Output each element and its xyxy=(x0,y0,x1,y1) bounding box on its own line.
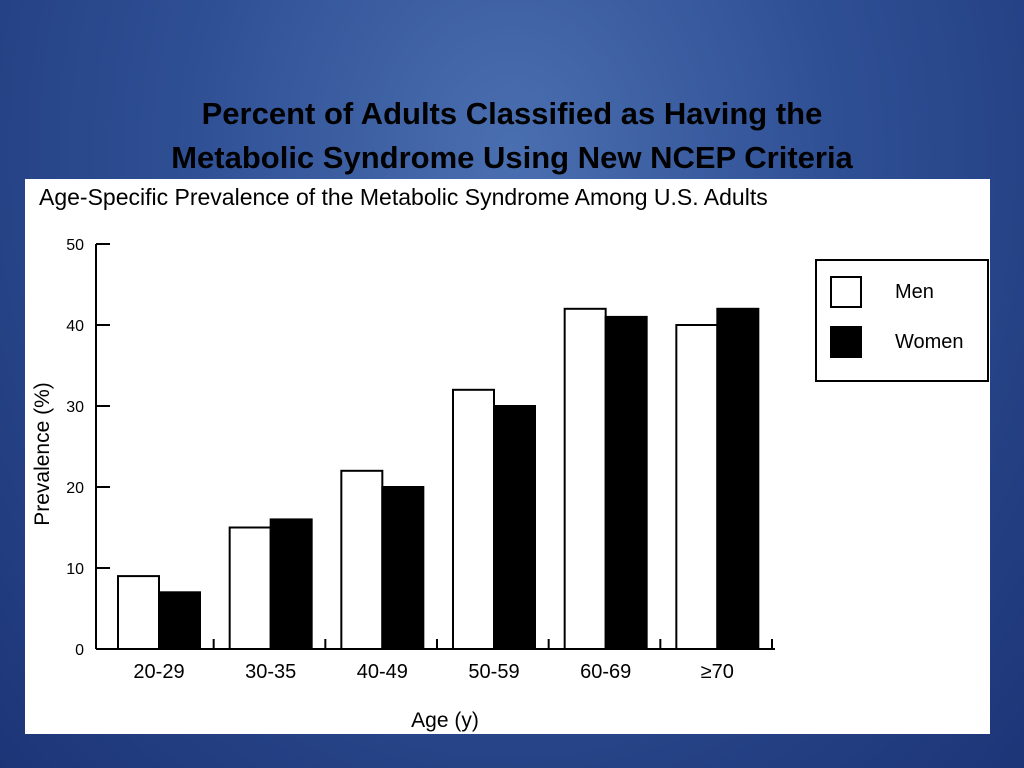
bar-men xyxy=(228,526,272,650)
bar-chart: Age-Specific Prevalence of the Metabolic… xyxy=(31,184,989,732)
bar-men xyxy=(675,324,719,650)
legend-swatch-men xyxy=(830,276,862,308)
slide-title: Percent of Adults Classified as Having t… xyxy=(0,92,1024,180)
slide-title-line-2: Metabolic Syndrome Using New NCEP Criter… xyxy=(171,140,853,175)
bar-women xyxy=(604,315,648,650)
slide-title-line-1: Percent of Adults Classified as Having t… xyxy=(201,96,823,131)
x-tick-label: ≥70 xyxy=(701,661,734,683)
chart-bars xyxy=(117,307,760,651)
chart-title: Age-Specific Prevalence of the Metabolic… xyxy=(39,184,768,210)
chart-legend: Men Women xyxy=(815,259,989,382)
y-tick-label: 30 xyxy=(66,399,84,416)
legend-swatch-women xyxy=(830,326,862,358)
bar-women xyxy=(493,405,536,650)
y-tick-label: 10 xyxy=(66,561,84,578)
y-axis-label: Prevalence (%) xyxy=(31,382,54,526)
y-tick-label: 0 xyxy=(75,642,84,659)
x-tick-label: 30-35 xyxy=(245,661,296,683)
x-tick-label: 60-69 xyxy=(580,661,631,683)
bar-men xyxy=(452,388,495,651)
x-tick-label: 40-49 xyxy=(357,661,408,683)
x-tick-label: 20-29 xyxy=(133,661,184,683)
bar-men xyxy=(340,469,384,650)
bar-men xyxy=(563,307,607,651)
legend-label-women: Women xyxy=(895,331,964,353)
legend-label-men: Men xyxy=(895,281,934,303)
y-tick-label: 50 xyxy=(66,237,84,254)
x-axis-label: Age (y) xyxy=(411,709,479,732)
bar-women xyxy=(158,591,201,650)
chart-axes: 0 10 20 30 40 50 20-29 30-35 40-49 50-59 60-69 ≥70 xyxy=(66,237,775,683)
y-tick-label: 20 xyxy=(66,480,84,497)
x-tick-label: 50-59 xyxy=(468,661,519,683)
y-tick-label: 40 xyxy=(66,318,84,335)
chart-panel: Age-Specific Prevalence of the Metabolic… xyxy=(25,179,990,734)
bar-women xyxy=(269,518,313,650)
bar-women xyxy=(381,486,425,650)
bar-women xyxy=(716,307,760,651)
bar-men xyxy=(117,575,160,651)
